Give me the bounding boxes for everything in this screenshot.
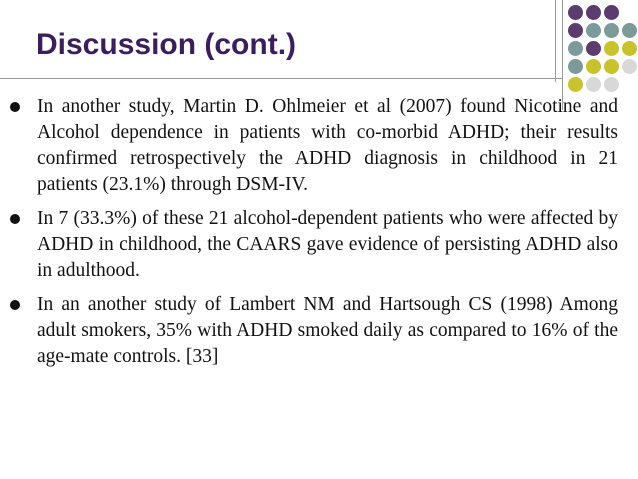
dot-light-gray [586, 77, 601, 92]
dot-olive [622, 41, 637, 56]
dot-olive [604, 41, 619, 56]
dot-teal [622, 23, 637, 38]
bullet-item: In 7 (33.3%) of these 21 alcohol-depende… [10, 206, 618, 284]
bullet-icon [10, 102, 20, 112]
dot-olive [604, 59, 619, 74]
bullet-list: In another study, Martin D. Ohlmeier et … [10, 94, 618, 378]
dot-light-gray [604, 77, 619, 92]
bullet-icon [10, 300, 20, 310]
bullet-item: In an another study of Lambert NM and Ha… [10, 292, 618, 370]
dot-teal [568, 59, 583, 74]
bullet-text: In 7 (33.3%) of these 21 alcohol-depende… [37, 208, 618, 281]
divider-vertical [555, 0, 556, 82]
bullet-text: In an another study of Lambert NM and Ha… [37, 294, 618, 367]
divider-horizontal [0, 78, 562, 79]
dot-purple [604, 5, 619, 20]
bullet-text: In another study, Martin D. Ohlmeier et … [37, 96, 618, 195]
dot-teal [586, 23, 601, 38]
bullet-icon [10, 214, 20, 224]
dot-purple [568, 5, 583, 20]
divider-vertical-short [562, 0, 563, 110]
dot-light-gray [622, 59, 637, 74]
bullet-item: In another study, Martin D. Ohlmeier et … [10, 94, 618, 198]
dot-olive [586, 59, 601, 74]
dot-teal [604, 23, 619, 38]
decorative-dot-grid [560, 5, 638, 95]
dot-olive [568, 77, 583, 92]
dot-purple [586, 41, 601, 56]
dot-teal [568, 41, 583, 56]
dot-purple [568, 23, 583, 38]
dot-purple [586, 5, 601, 20]
slide-title: Discussion (cont.) [36, 28, 297, 61]
